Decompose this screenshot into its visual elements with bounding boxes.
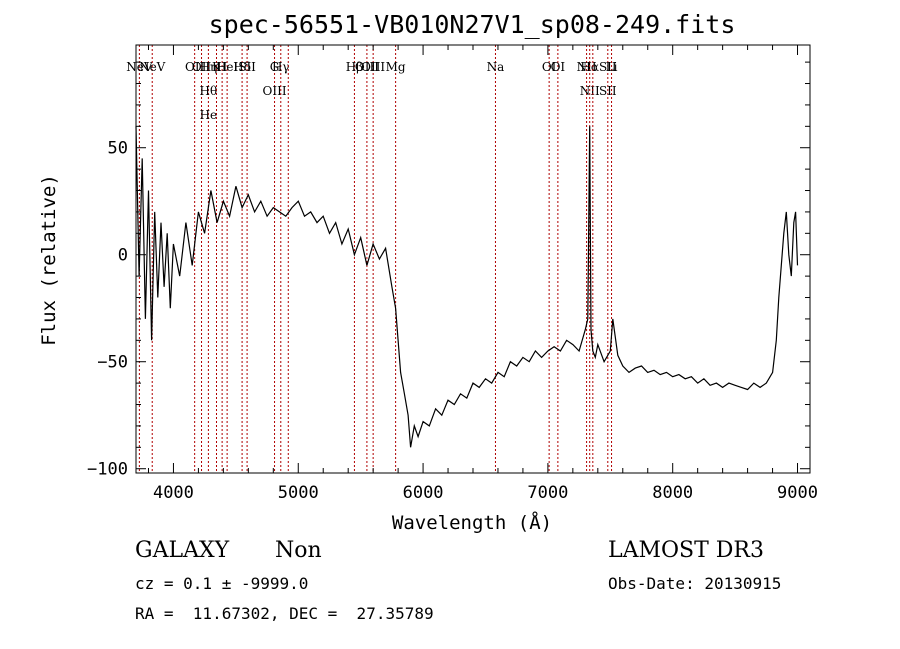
y-tick-label: 0 xyxy=(118,246,128,266)
x-tick-label: 4000 xyxy=(153,483,194,503)
x-axis-label: Wavelength (Å) xyxy=(392,511,552,534)
spectral-line-label: Hθ xyxy=(200,84,218,98)
y-tick-label: −100 xyxy=(87,460,128,480)
spectral-line-label: SII xyxy=(238,60,256,74)
chart-title: spec-56551-VB010N27V1_sp08-249.fits xyxy=(209,10,736,39)
spectral-line-label: He xyxy=(200,108,218,122)
spectral-line-label: Na xyxy=(487,60,505,74)
obs-date-label: Obs-Date: 20130915 xyxy=(608,574,782,593)
x-tick-labels: 4000 5000 6000 7000 8000 9000 xyxy=(153,483,818,503)
spectral-line-label: HeI xyxy=(216,60,239,74)
spectral-line-label: NeV xyxy=(139,60,166,74)
spectrum-series xyxy=(135,126,799,448)
spectral-line-label: Hγ xyxy=(272,60,290,74)
spectral-line-label: NII xyxy=(580,84,600,98)
spectrum-line-0 xyxy=(135,126,799,448)
plot-frame xyxy=(135,44,811,474)
x-tick-label: 8000 xyxy=(652,483,693,503)
redshift-label: cz = 0.1 ± -9999.0 xyxy=(135,574,309,593)
spectral-line-label: OI xyxy=(551,60,566,74)
spectral-line-label: OII xyxy=(192,60,212,74)
spectral-line-label: H xyxy=(217,60,227,74)
spectral-line-label: NII xyxy=(577,60,597,74)
spectral-line-label: SII xyxy=(599,60,617,74)
spectral-line-label: Li xyxy=(606,60,618,74)
spectral-line-label: K xyxy=(212,60,222,74)
x-tick-label: 7000 xyxy=(527,483,568,503)
spectral-line-label: OIII xyxy=(361,60,385,74)
y-tick-label: 50 xyxy=(108,139,128,159)
spectral-line-label: Hβ xyxy=(346,60,363,74)
subclass-label: Non xyxy=(275,538,322,563)
spectral-line-label: OIII xyxy=(263,84,287,98)
spectral-line-label: OII xyxy=(185,60,205,74)
spectral-line-label: Hα xyxy=(580,60,599,74)
x-tick-label: 6000 xyxy=(403,483,444,503)
spectral-line-label: G xyxy=(270,60,280,74)
survey-label: LAMOST DR3 xyxy=(608,538,764,563)
x-tick-label: 5000 xyxy=(278,483,319,503)
spectral-line-label: Hη xyxy=(200,60,218,74)
spectral-line-label: Hδ xyxy=(233,60,251,74)
axis-ticks xyxy=(136,45,810,473)
spectral-line-label: Mg xyxy=(386,60,406,74)
spectral-line-label: SII xyxy=(599,84,617,98)
classification-label: GALAXY xyxy=(135,538,230,563)
x-tick-label: 9000 xyxy=(777,483,818,503)
spectral-line-label: OI xyxy=(542,60,557,74)
spectral-line-label: NeV xyxy=(126,60,153,74)
y-tick-labels: −100 −50 0 50 xyxy=(87,139,128,480)
y-tick-label: −50 xyxy=(97,353,128,373)
y-axis-label: Flux (relative) xyxy=(38,174,60,346)
coords-label: RA = 11.67302, DEC = 27.35789 xyxy=(135,604,434,623)
